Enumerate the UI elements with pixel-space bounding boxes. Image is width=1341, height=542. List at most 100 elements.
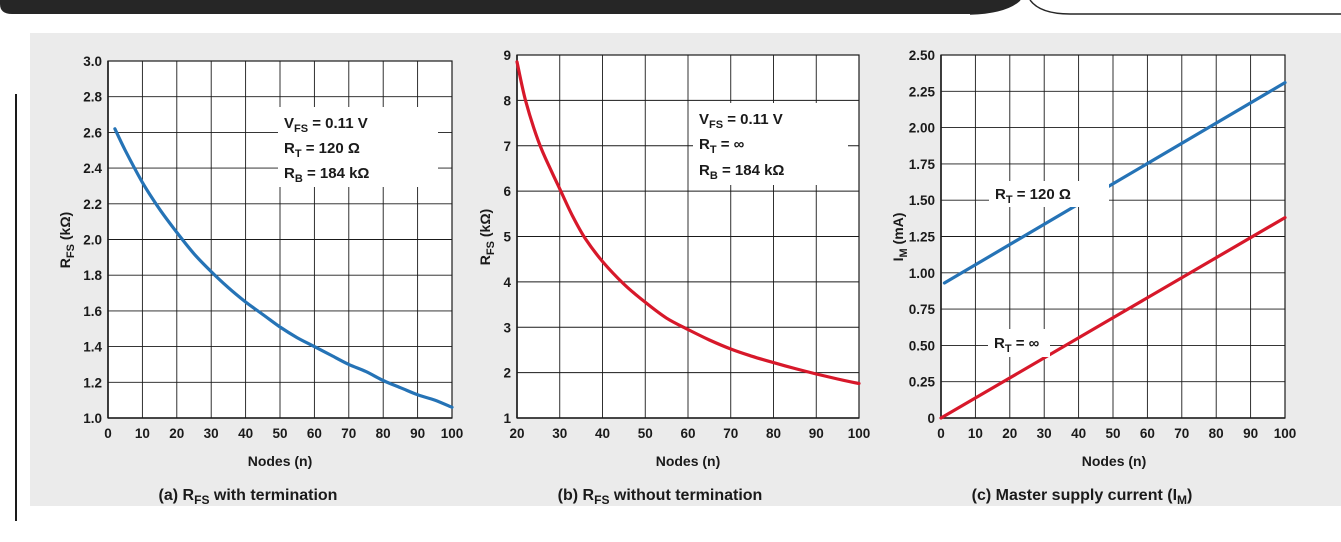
chart-a-x-tick-label: 80: [376, 426, 391, 441]
chart-c-y-tick-label: 1.00: [909, 266, 935, 281]
chart-c-annotation-rtinf-box: [988, 329, 1050, 357]
chart-a-annotation-rb: RB = 184 kΩ: [284, 165, 369, 185]
chart-c-y-tick-label: 0.75: [909, 302, 936, 317]
chart-b-x-tick-label: 90: [809, 426, 824, 441]
chart-c-annotation-rt120-box: [989, 181, 1109, 207]
chart-a-x-tick-label: 40: [238, 426, 253, 441]
chart-c-y-grid: [941, 54, 1285, 419]
chart-a-x-tick-label: 30: [204, 426, 219, 441]
chart-a-caption: (a) RFS with termination: [159, 487, 338, 507]
chart-a-y-ticks: 1.0 1.2 1.4 1.6 1.8 2.0 2.2 2.4 2.6 2.8 3.0: [83, 54, 102, 426]
chart-c-y-tick-label: 2.00: [909, 121, 935, 136]
chart-a-y-tick-label: 2.2: [83, 197, 102, 212]
chart-b-x-axis-label: Nodes (n): [656, 453, 721, 469]
chart-a-y-tick-label: 2.4: [83, 161, 102, 176]
chart-c-x-axis-label: Nodes (n): [1082, 453, 1147, 469]
chart-b-x-tick-label: 100: [848, 426, 871, 441]
chart-b-annotation-vfs: VFS = 0.11 V: [699, 111, 783, 131]
chart-a-y-tick-label: 2.6: [83, 125, 102, 140]
chart-b-x-tick-label: 30: [552, 426, 567, 441]
chart-b-x-tick-label: 20: [509, 426, 524, 441]
chart-a-x-axis-label: Nodes (n): [248, 453, 313, 469]
chart-b-y-tick-label: 7: [503, 139, 511, 154]
chart-a-y-tick-label: 1.4: [83, 340, 102, 355]
chart-a-x-tick-label: 60: [307, 426, 322, 441]
chart-b-series-line-0: [515, 60, 861, 386]
chart-b-x-ticks: 20 30 40 50 60 70 80 90 100: [509, 426, 870, 441]
chart-a-annotation-box: [278, 107, 438, 187]
chart-b-caption: (b) RFS without termination: [558, 487, 763, 507]
left-margin-rule: [15, 94, 17, 521]
chart-c-x-tick-label: 30: [1037, 426, 1052, 441]
header-bar: [0, 0, 1341, 15]
chart-c-series-line-0: [942, 81, 1287, 285]
chart-a-x-tick-label: 20: [169, 426, 184, 441]
chart-b-y-tick-label: 4: [503, 275, 511, 290]
chart-c-y-ticks: 0 0.25 0.50 0.75 1.00 1.25 1.50 1.75 2.00 2.25 2.5…: [909, 48, 936, 426]
chart-c-y-tick-label: 0.50: [909, 338, 935, 353]
chart-b-y-tick-label: 2: [503, 366, 511, 381]
chart-b-y-ticks: 1 2 3 4 5 6 7 8 9: [503, 48, 511, 426]
chart-c-x-tick-label: 10: [968, 426, 983, 441]
chart-a-y-tick-label: 1.2: [83, 375, 102, 390]
chart-a-x-tick-label: 90: [410, 426, 425, 441]
chart-a-y-tick-label: 1.6: [83, 304, 102, 319]
chart-c-y-tick-label: 1.25: [909, 230, 936, 245]
chart-b-x-tick-label: 40: [595, 426, 610, 441]
chart-b-y-tick-label: 5: [503, 230, 511, 245]
chart-c-x-ticks: 0 10 20 30 40 50 60 70 80 90 100: [937, 426, 1296, 441]
chart-b-y-tick-label: 9: [503, 48, 511, 63]
chart-b-y-tick-label: 8: [503, 93, 511, 108]
chart-c-y-axis-label: IM (mA): [890, 213, 910, 262]
chart-c-x-tick-label: 50: [1105, 426, 1120, 441]
chart-c-series: [939, 81, 1287, 420]
chart-b-y-tick-label: 6: [503, 184, 511, 199]
chart-c-series-line-1: [939, 216, 1287, 420]
chart-c-y-tick-label: 2.25: [909, 84, 936, 99]
chart-c-x-tick-label: 40: [1071, 426, 1086, 441]
chart-a-series: [113, 127, 454, 409]
chart-a-x-tick-label: 100: [441, 426, 464, 441]
chart-a-y-tick-label: 1.8: [83, 268, 102, 283]
chart-c-x-tick-label: 100: [1274, 426, 1297, 441]
chart-b-x-tick-label: 80: [766, 426, 781, 441]
chart-c-x-tick-label: 90: [1243, 426, 1258, 441]
chart-b-x-tick-label: 50: [638, 426, 653, 441]
chart-a-y-tick-label: 2.8: [83, 90, 102, 105]
chart-b-annotation-rt: RT = ∞: [699, 136, 745, 156]
chart-a-x-tick-label: 70: [341, 426, 356, 441]
chart-a-x-tick-label: 10: [135, 426, 150, 441]
chart-c-x-tick-label: 60: [1140, 426, 1155, 441]
chart-a-x-ticks: 0 10 20 30 40 50 60 70 80 90 100: [104, 426, 463, 441]
chart-c-y-tick-label: 0: [927, 411, 935, 426]
chart-a-annotation-rt: RT = 120 Ω: [284, 140, 360, 160]
chart-b-y-axis-label: RFS (kΩ): [477, 209, 497, 265]
chart-c-y-tick-label: 0.25: [909, 375, 936, 390]
chart-a-x-tick-label: 50: [272, 426, 287, 441]
chart-a-annotation-vfs: VFS = 0.11 V: [284, 115, 368, 135]
chart-a-y-tick-label: 3.0: [83, 54, 102, 69]
chart-b-y-tick-label: 3: [503, 320, 511, 335]
chart-a-y-tick-label: 1.0: [83, 411, 102, 426]
chart-c-y-tick-label: 1.75: [909, 157, 936, 172]
chart-c-x-tick-label: 80: [1209, 426, 1224, 441]
chart-c-x-tick-label: 70: [1174, 426, 1189, 441]
chart-c-annotation-rt120: RT = 120 Ω: [995, 186, 1071, 206]
chart-b-x-tick-label: 60: [680, 426, 695, 441]
chart-a-series-line-0: [113, 127, 454, 409]
chart-a-x-tick-label: 0: [104, 426, 112, 441]
chart-b-annotation-box: [693, 103, 848, 185]
chart-b-x-tick-label: 70: [723, 426, 738, 441]
chart-b-series: [515, 60, 861, 386]
chart-b-y-grid: [517, 54, 859, 419]
chart-c-y-tick-label: 1.50: [909, 193, 935, 208]
chart-c-caption: (c) Master supply current (IM): [972, 487, 1193, 507]
chart-b-annotation-rb: RB = 184 kΩ: [699, 162, 784, 182]
chart-c-x-tick-label: 0: [937, 426, 945, 441]
chart-c-x-tick-label: 20: [1002, 426, 1017, 441]
chart-b-y-tick-label: 1: [503, 411, 511, 426]
chart-c-annotation-rtinf: RT = ∞: [994, 335, 1040, 355]
